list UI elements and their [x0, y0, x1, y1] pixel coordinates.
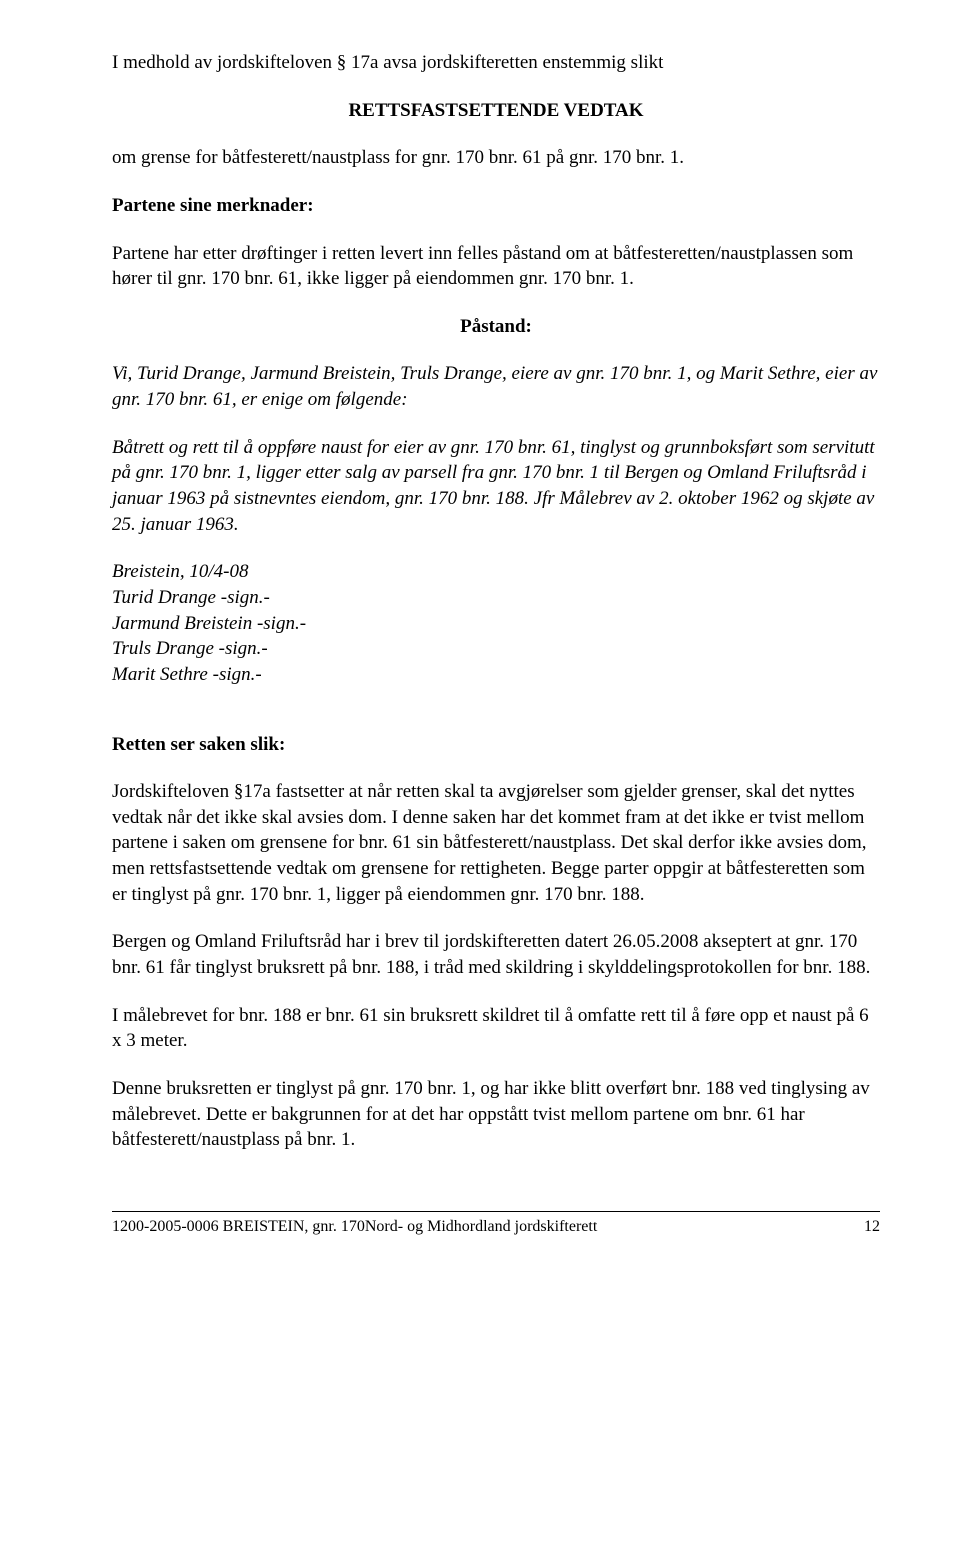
signature-line-2: Jarmund Breistein -sign.- — [112, 611, 880, 637]
court-view-label: Retten ser saken slik: — [112, 732, 880, 758]
signature-location-date: Breistein, 10/4-08 — [112, 559, 880, 585]
court-view-p1: Jordskifteloven §17a fastsetter at når r… — [112, 779, 880, 907]
claim-body: Båtrett og rett til å oppføre naust for … — [112, 435, 880, 538]
signature-line-4: Marit Sethre -sign.- — [112, 662, 880, 688]
subject-paragraph: om grense for båtfesterett/naustplass fo… — [112, 145, 880, 171]
footer-rule — [112, 1211, 880, 1212]
footer-row: 1200-2005-0006 BREISTEIN, gnr. 170Nord- … — [112, 1216, 880, 1238]
footer-page-number: 12 — [864, 1216, 880, 1238]
court-view-p2: Bergen og Omland Friluftsråd har i brev … — [112, 929, 880, 980]
claim-intro: Vi, Turid Drange, Jarmund Breistein, Tru… — [112, 361, 880, 412]
document-page: I medhold av jordskifteloven § 17a avsa … — [0, 0, 960, 1267]
section-spacer — [112, 710, 880, 732]
signature-line-3: Truls Drange -sign.- — [112, 636, 880, 662]
court-view-p3: I målebrevet for bnr. 188 er bnr. 61 sin… — [112, 1003, 880, 1054]
decision-heading: RETTSFASTSETTENDE VEDTAK — [112, 98, 880, 124]
signature-line-1: Turid Drange -sign.- — [112, 585, 880, 611]
footer-case-reference: 1200-2005-0006 BREISTEIN, gnr. 170Nord- … — [112, 1216, 597, 1238]
parties-remarks-body: Partene har etter drøftinger i retten le… — [112, 241, 880, 292]
parties-remarks-label: Partene sine merknader: — [112, 193, 880, 219]
page-footer: 1200-2005-0006 BREISTEIN, gnr. 170Nord- … — [112, 1211, 880, 1238]
claim-label: Påstand: — [112, 314, 880, 340]
signature-block: Breistein, 10/4-08 Turid Drange -sign.- … — [112, 559, 880, 687]
court-view-p4: Denne bruksretten er tinglyst på gnr. 17… — [112, 1076, 880, 1153]
intro-paragraph: I medhold av jordskifteloven § 17a avsa … — [112, 50, 880, 76]
